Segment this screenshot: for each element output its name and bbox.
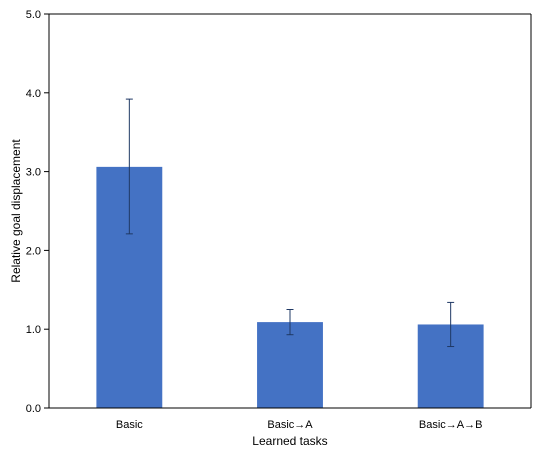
y-tick-label: 2.0 bbox=[26, 245, 41, 257]
y-tick-label: 3.0 bbox=[26, 167, 41, 179]
y-tick-label: 0.0 bbox=[26, 403, 41, 415]
x-axis-tick-labels: Basic Basic→A Basic→A→B bbox=[116, 419, 483, 431]
x-tick-label: Basic→A bbox=[267, 419, 313, 431]
bar bbox=[257, 322, 323, 408]
x-tick-label: Basic bbox=[116, 419, 143, 431]
error-bars bbox=[125, 98, 455, 348]
y-tick-label: 5.0 bbox=[26, 9, 41, 21]
bars bbox=[96, 166, 484, 408]
y-axis-title: Relative goal displacement bbox=[9, 139, 23, 283]
x-tick-label: Basic→A→B bbox=[419, 419, 483, 431]
x-axis-title: Learned tasks bbox=[252, 434, 327, 448]
y-axis-ticks: 0.0 1.0 2.0 3.0 4.0 5.0 bbox=[26, 9, 49, 415]
y-tick-label: 1.0 bbox=[26, 324, 41, 336]
y-tick-label: 4.0 bbox=[26, 88, 41, 100]
